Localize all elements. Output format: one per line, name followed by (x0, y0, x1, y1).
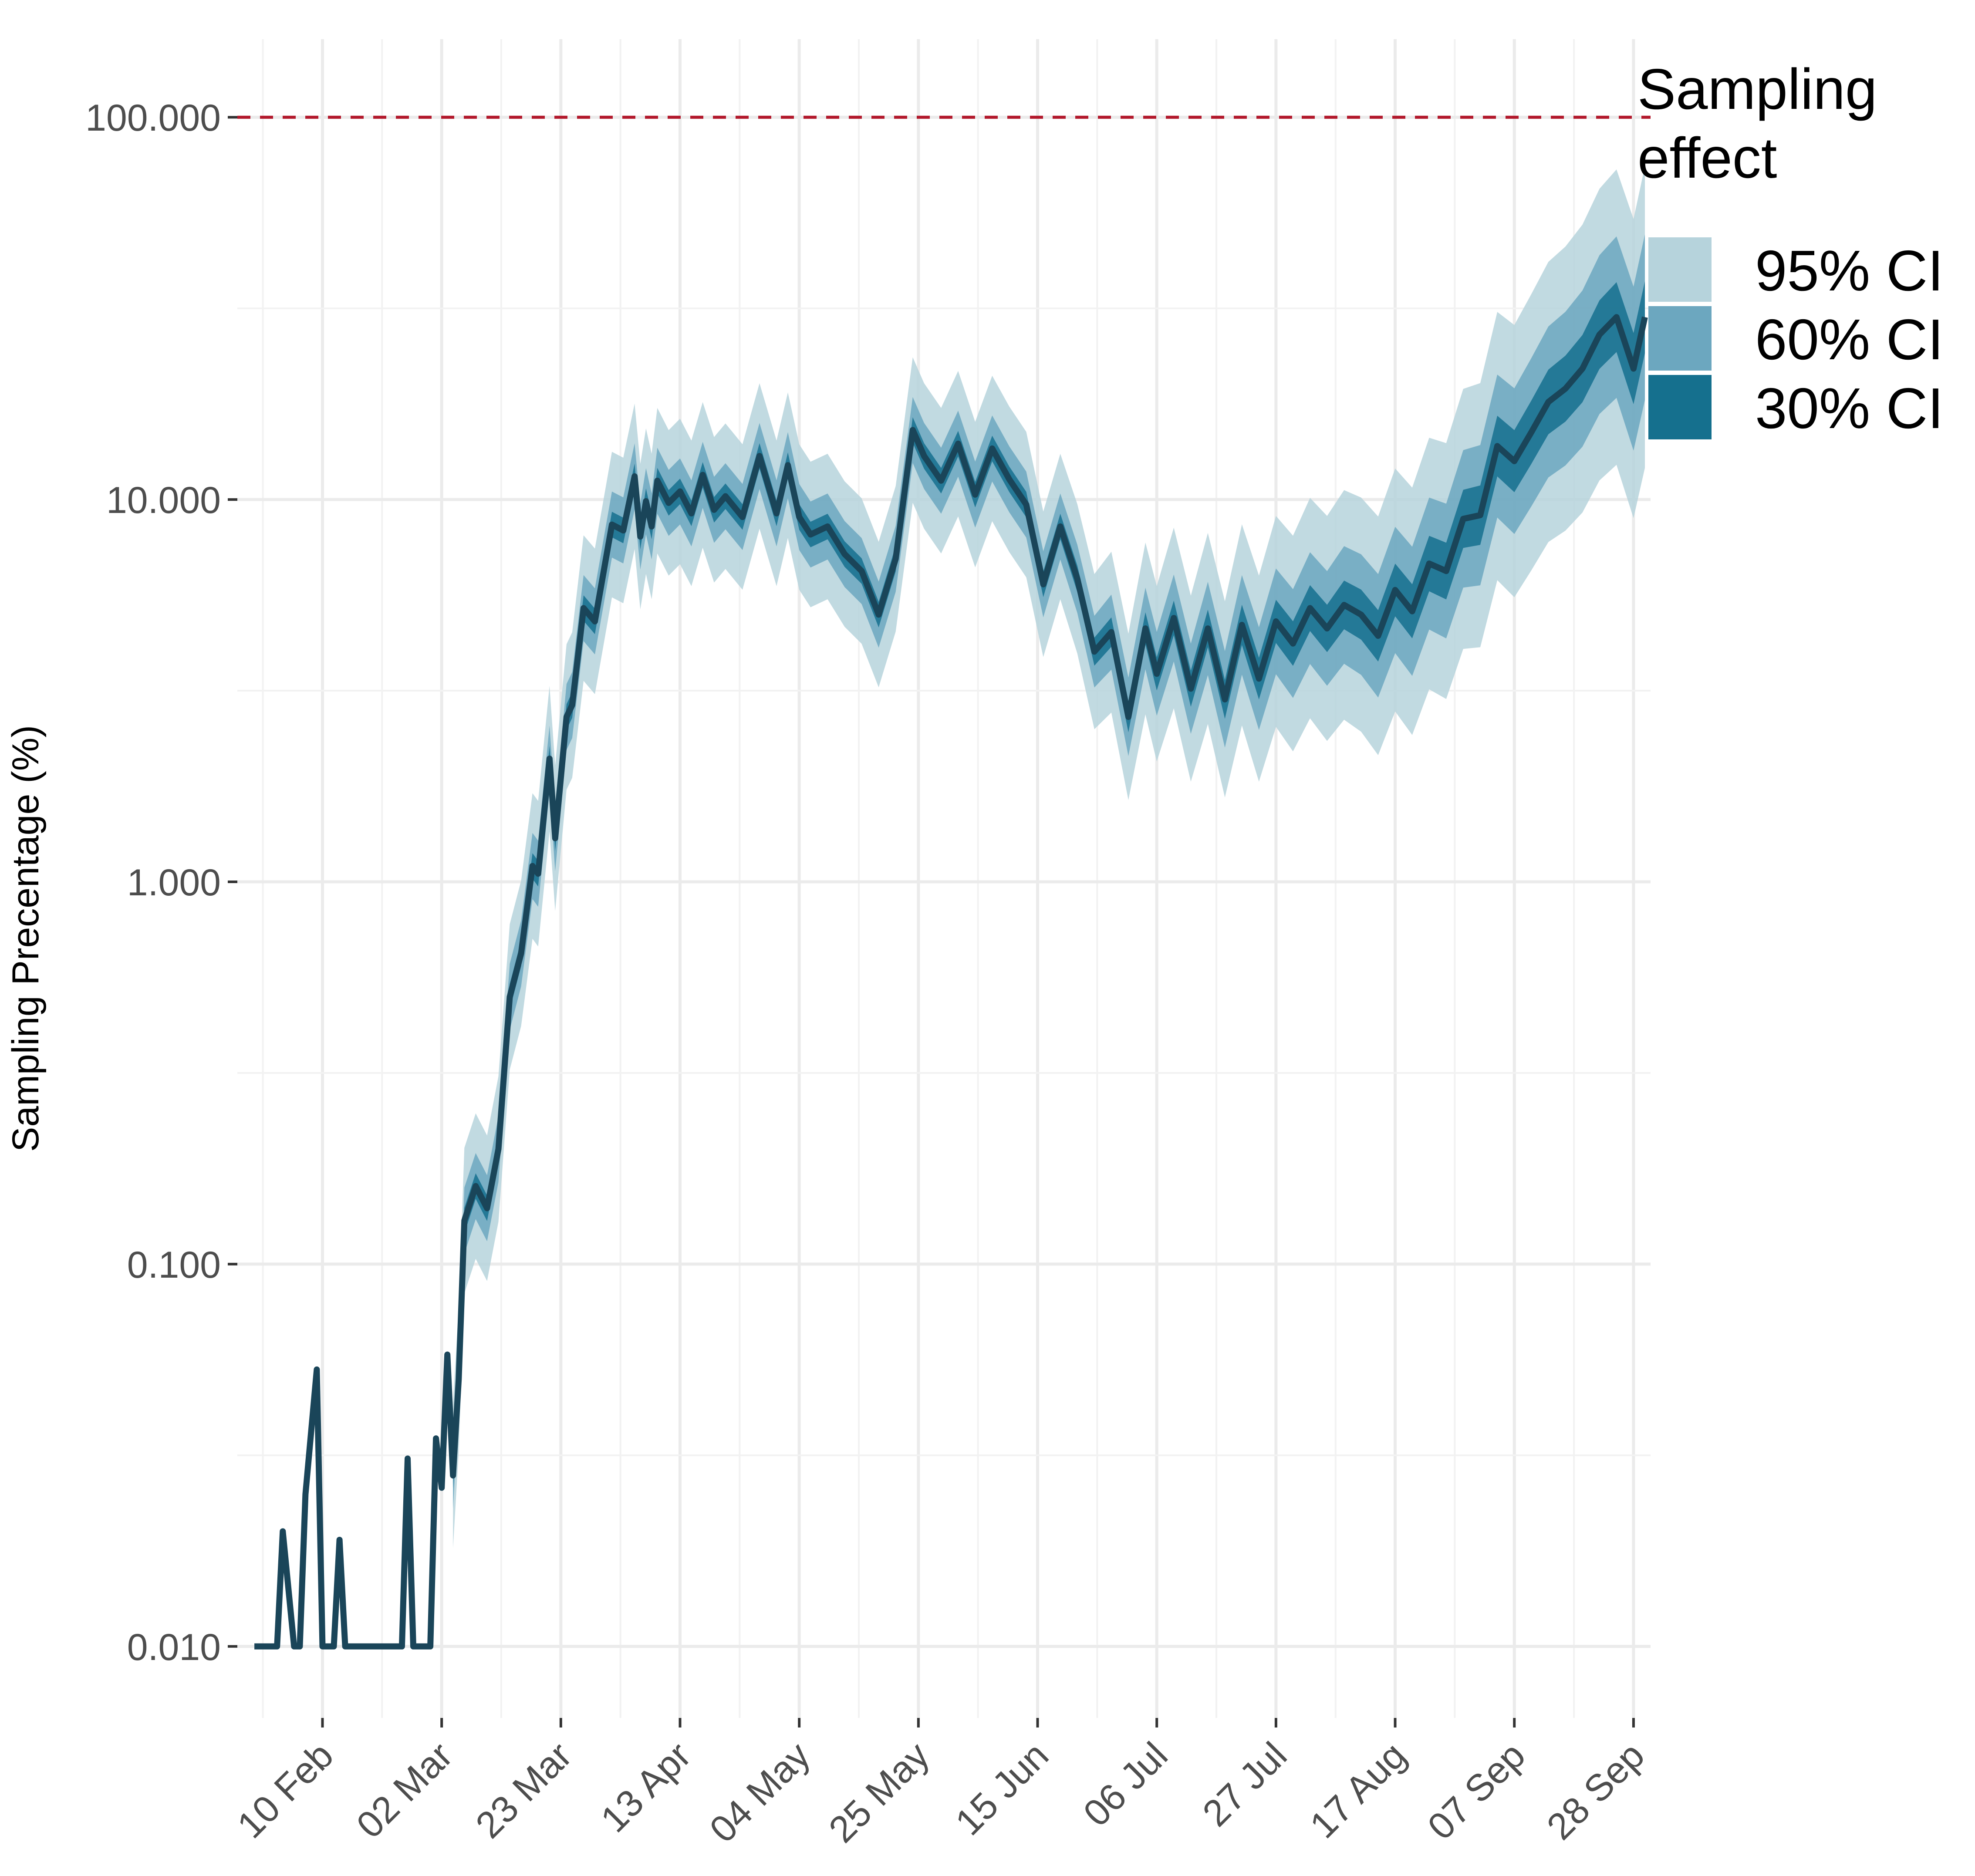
ci-95-band (453, 166, 1645, 1549)
y-tick-label: 0.010 (127, 1626, 221, 1668)
legend-swatch (1648, 237, 1712, 302)
x-tick-label: 23 Mar (468, 1734, 580, 1846)
legend-swatch (1648, 375, 1712, 439)
median-series (254, 314, 1648, 1650)
grid (237, 39, 1651, 1718)
x-tick-label: 15 Jun (947, 1734, 1056, 1843)
confidence-bands (453, 166, 1645, 1549)
x-tick-label: 07 Sep (1420, 1734, 1533, 1848)
x-tick-label: 04 May (702, 1734, 818, 1851)
y-tick-label: 1.000 (127, 862, 221, 904)
x-tick-label: 25 May (821, 1734, 937, 1851)
x-tick-label: 10 Feb (230, 1734, 341, 1846)
x-tick-label: 27 Jul (1195, 1734, 1295, 1835)
legend-label: 95% CI (1755, 239, 1944, 303)
y-axis-title: Sampling Precentage (%) (5, 725, 47, 1152)
y-tick-label: 10.000 (106, 479, 221, 521)
legend-title: Sampling effect (1637, 57, 1877, 190)
legend-title-line: Sampling (1637, 57, 1877, 121)
legend-title-line: effect (1637, 126, 1777, 190)
legend-swatch (1648, 306, 1712, 371)
ci-60-band (453, 234, 1645, 1508)
x-tick-label: 17 Aug (1302, 1734, 1414, 1846)
x-tick-label: 13 Apr (593, 1734, 699, 1841)
ci-30-band (453, 281, 1645, 1488)
y-tick-label: 0.100 (127, 1244, 221, 1286)
legend-label: 60% CI (1755, 307, 1944, 371)
x-tick-label: 06 Jul (1075, 1734, 1175, 1835)
legend-label: 30% CI (1755, 376, 1944, 440)
median-line (254, 314, 1648, 1650)
x-tick-label: 28 Sep (1539, 1734, 1653, 1848)
y-tick-label: 100.000 (85, 97, 221, 139)
x-tick-label: 02 Mar (348, 1734, 460, 1846)
